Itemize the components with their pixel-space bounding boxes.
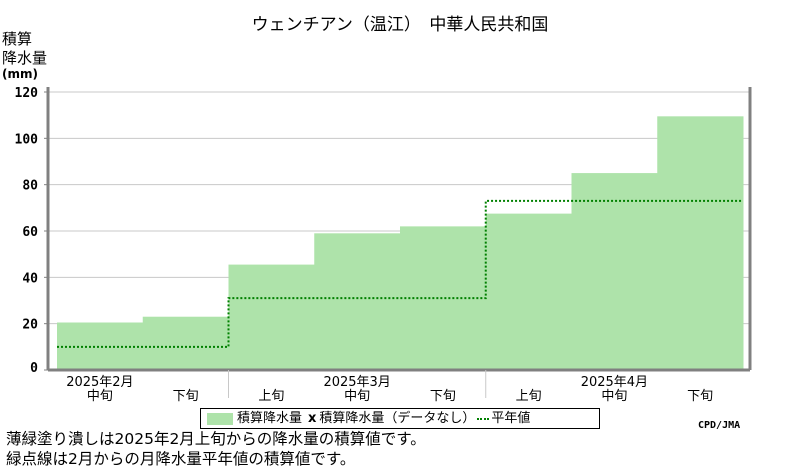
chart-title: ウェンチアン（温江） 中華人民共和国 <box>251 15 549 35</box>
legend-missing-label: 積算降水量（データなし） <box>319 411 476 426</box>
y-tick-label-5: 100 <box>15 132 39 147</box>
bar-0 <box>57 322 144 370</box>
month-label-2: 2025年4月 <box>581 375 648 390</box>
bar-4 <box>400 226 487 370</box>
x-tick-label-6: 中旬 <box>601 389 627 404</box>
legend-missing-marker: x <box>308 411 317 426</box>
bar-7 <box>657 116 744 370</box>
axes-group <box>44 87 752 372</box>
y-tick-label-6: 120 <box>15 86 39 101</box>
x-tick-label-7: 下旬 <box>687 389 713 404</box>
bar-5 <box>485 213 572 370</box>
bar-6 <box>571 173 658 370</box>
x-tick-label-4: 下旬 <box>430 389 456 404</box>
legend: 積算降水量 x 積算降水量（データなし） 平年値 <box>200 408 600 429</box>
y-tick-label-0: 0 <box>30 361 38 376</box>
y-tick-label-4: 80 <box>22 179 38 194</box>
note-line-1: 薄緑塗り潰しは2025年2月上旬からの降水量の積算値です。 <box>6 430 426 448</box>
legend-bar-label: 積算降水量 <box>237 411 303 426</box>
y-unit-line-1: 積算 <box>2 30 33 48</box>
note-line-2: 緑点線は2月からの月降水量平年値の積算値です。 <box>6 450 356 468</box>
y-tick-label-2: 40 <box>22 271 38 286</box>
month-label-0: 2025年2月 <box>66 375 133 390</box>
x-tick-label-3: 中旬 <box>344 389 370 404</box>
bars-group <box>57 116 744 370</box>
bar-2 <box>228 264 315 370</box>
month-label-1: 2025年3月 <box>323 375 390 390</box>
y-tick-labels: 0 20 40 60 80 100 120 <box>15 86 39 376</box>
x-tick-label-5: 上旬 <box>516 389 542 404</box>
legend-normal-line-swatch <box>477 417 490 420</box>
bar-1 <box>142 316 229 370</box>
credit-text: CPD/JMA <box>698 420 741 431</box>
legend-normal-label: 平年値 <box>491 411 531 426</box>
y-axis-unit-label: 積算 降水量 (mm) <box>2 30 47 80</box>
x-tick-labels: 中旬 下旬 上旬 中旬 下旬 上旬 中旬 下旬 2025年2月 2025年3月 2025年4月 <box>66 370 713 404</box>
normal-step-line <box>57 199 743 348</box>
normal-line-group <box>57 199 743 348</box>
y-unit-mm: (mm) <box>2 67 38 81</box>
x-tick-label-2: 上旬 <box>258 389 284 404</box>
bar-3 <box>314 233 401 370</box>
y-unit-line-2: 降水量 <box>2 49 48 67</box>
legend-bar-swatch <box>207 412 233 425</box>
y-tick-label-3: 60 <box>22 225 38 240</box>
x-tick-label-1: 下旬 <box>173 389 199 404</box>
y-tick-label-1: 20 <box>22 318 38 333</box>
x-tick-label-0: 中旬 <box>87 389 113 404</box>
